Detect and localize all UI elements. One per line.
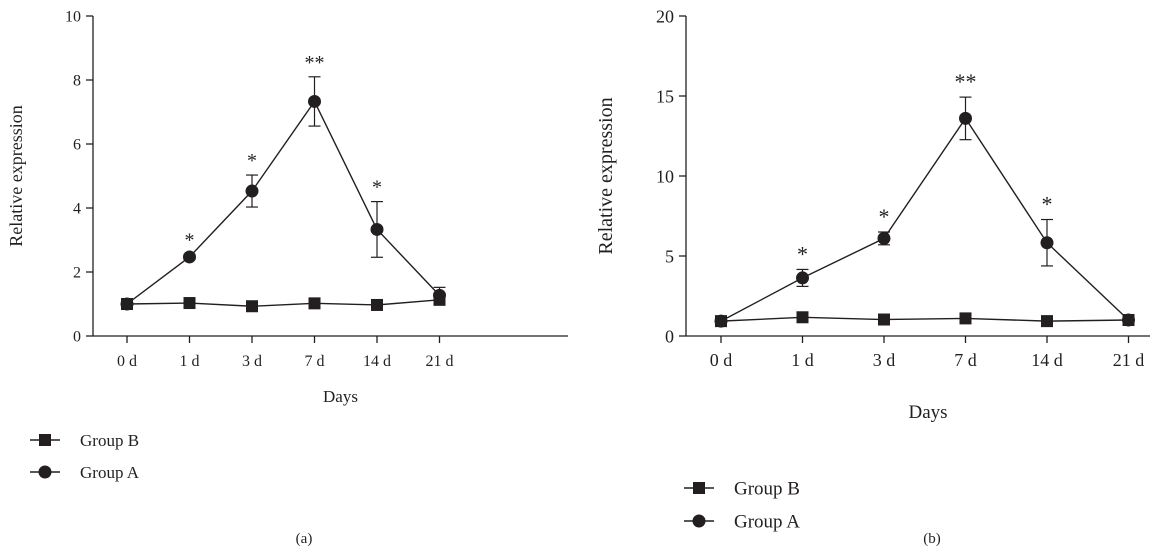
data-point-square xyxy=(371,298,383,311)
legend-entry: Group A xyxy=(734,512,800,533)
x-tick-label: 21 d xyxy=(1113,350,1145,370)
significance-label: * xyxy=(372,177,382,199)
significance-label: * xyxy=(797,241,808,266)
series-line-group-a xyxy=(126,100,441,305)
legend-marker-square xyxy=(39,434,51,446)
data-point-circle xyxy=(796,271,809,285)
legend-marker-circle xyxy=(38,465,52,479)
significance-label: ** xyxy=(955,69,977,94)
significance-label: ** xyxy=(305,52,325,74)
y-tick-label: 8 xyxy=(73,73,81,90)
data-point-circle xyxy=(959,111,972,125)
y-tick-label: 2 xyxy=(73,265,81,282)
x-tick-label: 7 d xyxy=(954,350,977,370)
data-point-circle xyxy=(370,222,384,236)
significance-label: * xyxy=(1042,192,1053,217)
data-point-square xyxy=(246,300,258,313)
y-tick-label: 6 xyxy=(73,137,81,154)
x-tick-label: 1 d xyxy=(180,353,200,370)
x-tick-label: 7 d xyxy=(305,353,325,370)
y-tick-label: 4 xyxy=(73,201,81,218)
data-point-circle xyxy=(714,314,728,328)
series-line-group-b xyxy=(720,316,1129,322)
x-axis-label: Days xyxy=(323,387,358,406)
x-tick-label: 21 d xyxy=(426,353,454,370)
significance-label: * xyxy=(185,229,195,251)
x-tick-label: 3 d xyxy=(242,353,262,370)
chart-panel-b: 0 5 10 15 20 0 d 1 d 3 d 7 d 14 d 21 d Days Relative… xyxy=(595,6,1150,547)
data-point-square xyxy=(796,311,809,324)
data-point-square xyxy=(183,297,196,310)
y-tick-label: 10 xyxy=(656,166,674,186)
legend-entry: Group B xyxy=(734,479,800,500)
significance-label: * xyxy=(879,204,890,229)
legend-entry: Group A xyxy=(80,463,140,482)
y-tick-label: 20 xyxy=(656,6,674,26)
y-axis-label: Relative expression xyxy=(6,105,26,246)
panel-label: (a) xyxy=(296,531,313,547)
x-tick-label: 3 d xyxy=(873,350,896,370)
y-tick-label: 0 xyxy=(73,329,81,346)
y-tick-label: 10 xyxy=(65,9,81,26)
x-tick-label: 14 d xyxy=(363,353,391,370)
y-tick-label: 15 xyxy=(656,86,674,106)
series-line-group-b xyxy=(126,299,440,307)
chart-panel-a: 0 2 4 6 8 10 0 d 1 d 3 d 7 d 14 d 21 d Days Relative … xyxy=(6,9,568,547)
data-point-circle xyxy=(1040,236,1054,250)
legend-marker-circle xyxy=(692,514,706,528)
data-point-square xyxy=(1041,315,1053,328)
panel-label: (b) xyxy=(923,531,941,547)
significance-label: * xyxy=(247,150,257,172)
legend-entry: Group B xyxy=(80,431,139,450)
data-point-circle xyxy=(433,288,446,302)
x-tick-label: 0 d xyxy=(117,353,137,370)
data-point-circle xyxy=(120,297,134,311)
y-tick-label: 0 xyxy=(665,326,674,346)
data-point-square xyxy=(959,312,972,325)
x-tick-label: 1 d xyxy=(791,350,814,370)
legend-marker-square xyxy=(693,482,705,494)
data-point-circle xyxy=(308,94,321,108)
y-axis-label: Relative expression xyxy=(595,97,617,254)
data-point-square xyxy=(878,313,890,326)
y-tick-label: 5 xyxy=(665,246,674,266)
x-tick-label: 0 d xyxy=(710,350,733,370)
data-point-circle xyxy=(245,184,259,198)
data-point-circle xyxy=(183,250,196,264)
data-point-circle xyxy=(877,231,891,245)
data-point-square xyxy=(308,297,321,310)
series-line-group-a xyxy=(720,117,1129,322)
data-point-circle xyxy=(1122,313,1135,327)
x-tick-label: 14 d xyxy=(1031,350,1063,370)
x-axis-label: Days xyxy=(908,402,947,423)
